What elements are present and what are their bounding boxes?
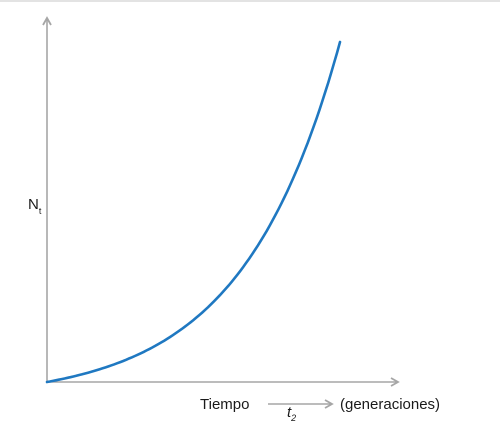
- time-arrow-label: t2: [287, 404, 296, 423]
- top-border: [0, 0, 500, 2]
- x-axis-label: Tiempo: [200, 396, 249, 413]
- y-axis-label: Nt: [28, 196, 42, 216]
- x-axis-unit-label: (generaciones): [340, 396, 440, 413]
- growth-curve: [45, 40, 342, 384]
